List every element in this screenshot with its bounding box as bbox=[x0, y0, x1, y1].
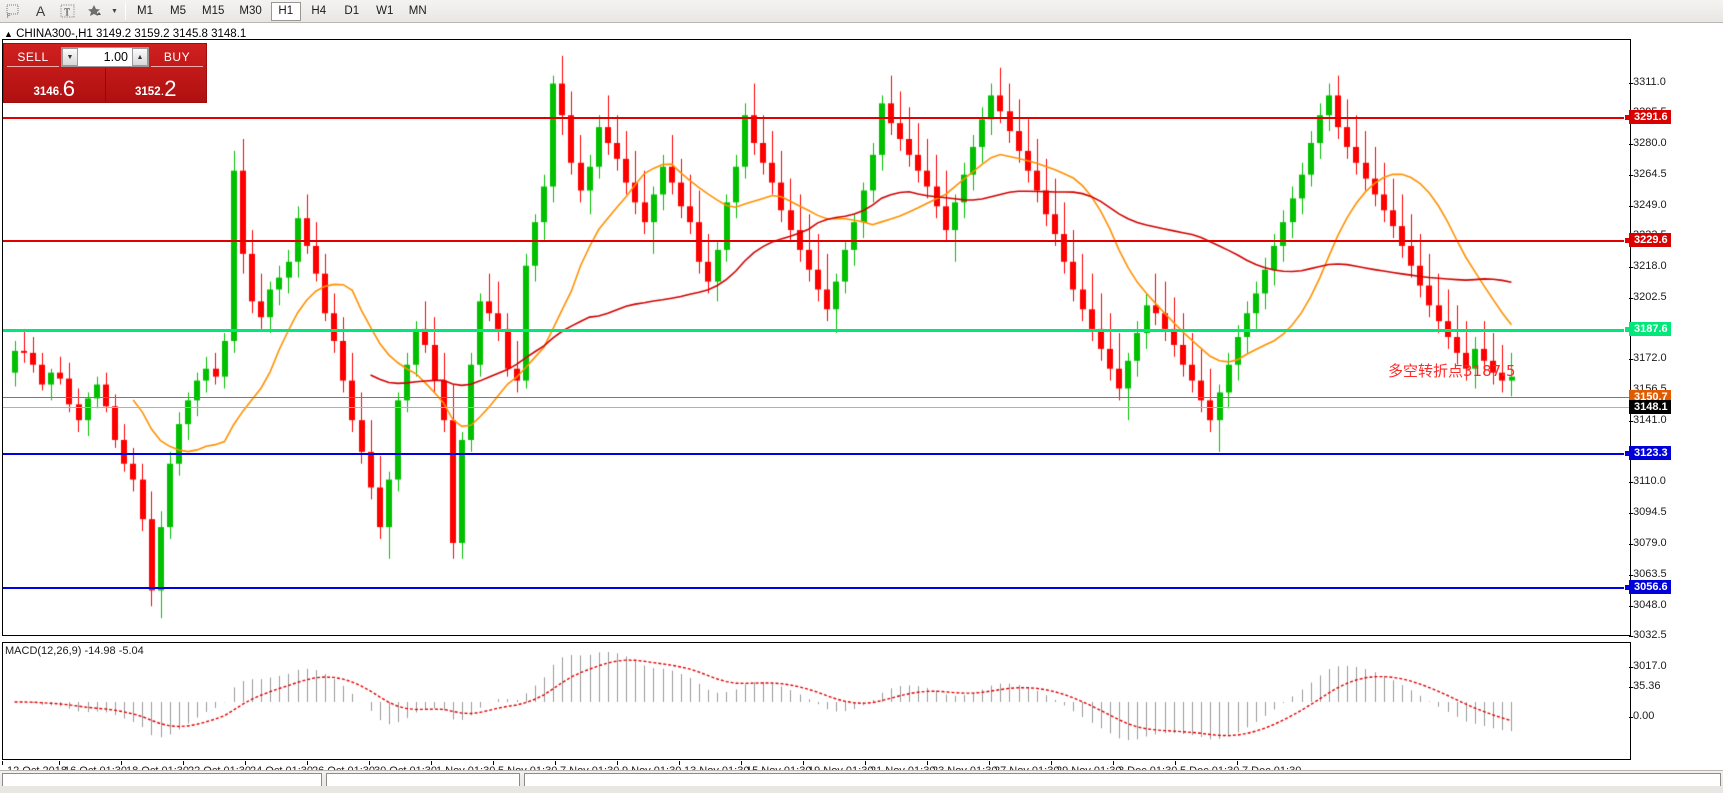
status-bar bbox=[0, 786, 1723, 793]
buy-price-integer: 3152 bbox=[135, 86, 161, 98]
timeframe-m15[interactable]: M15 bbox=[202, 5, 225, 17]
main-toolbar: F A T ▼ M1 M5 M15 M30 H1 H4 D1 W1 MN bbox=[0, 0, 1723, 23]
buy-price-separator: . bbox=[160, 83, 165, 98]
objects-icon[interactable] bbox=[81, 1, 108, 22]
price-tick: 3141.0 bbox=[1629, 414, 1667, 426]
sell-price-decimal: 6 bbox=[62, 76, 75, 101]
price-tick: 3063.5 bbox=[1629, 568, 1667, 580]
price-marker-green[interactable]: 3187.6 bbox=[1629, 322, 1671, 336]
price-tick: 3110.0 bbox=[1629, 475, 1666, 487]
price-tick: 3048.0 bbox=[1629, 599, 1667, 611]
toolbar-separator bbox=[125, 2, 126, 20]
price-marker-blue[interactable]: 3056.6 bbox=[1629, 580, 1671, 594]
timeframe-d1[interactable]: D1 bbox=[344, 5, 360, 17]
svg-text:F: F bbox=[7, 14, 11, 19]
timeframe-m30[interactable]: M30 bbox=[239, 5, 262, 17]
price-tick: 3249.0 bbox=[1629, 199, 1667, 211]
support-3056-line[interactable] bbox=[3, 587, 1631, 589]
resistance-3291-line[interactable] bbox=[3, 117, 1631, 119]
buy-price[interactable]: 3152 . 2 bbox=[106, 68, 207, 102]
price-tick: 3202.5 bbox=[1629, 291, 1667, 303]
objects-dropdown-caret-icon[interactable]: ▼ bbox=[108, 1, 121, 22]
chart-annotation[interactable]: 多空转折点3187.5 bbox=[1388, 362, 1516, 380]
timeframe-mn[interactable]: MN bbox=[408, 5, 427, 17]
sell-price[interactable]: 3146 . 6 bbox=[4, 68, 106, 102]
octp-controls-row: SELL ▼ 1.00 ▲ BUY bbox=[4, 44, 206, 68]
pivot-3187-line[interactable] bbox=[3, 329, 1631, 332]
macd-tick: 35.36 bbox=[1629, 680, 1661, 692]
price-tick: 3311.0 bbox=[1629, 76, 1666, 88]
price-tick: 3094.5 bbox=[1629, 506, 1667, 518]
timeframe-h4[interactable]: H4 bbox=[311, 5, 327, 17]
price-tick: 3079.0 bbox=[1629, 537, 1667, 549]
buy-button[interactable]: BUY bbox=[151, 48, 203, 67]
price-marker-blue[interactable]: 3123.3 bbox=[1629, 446, 1671, 460]
buy-price-decimal: 2 bbox=[164, 76, 177, 101]
volume-field[interactable]: ▼ 1.00 ▲ bbox=[61, 47, 149, 67]
text-box-icon[interactable]: T bbox=[54, 1, 81, 22]
one-click-trading-panel[interactable]: SELL ▼ 1.00 ▲ BUY 3146 . 6 3152 . 2 bbox=[3, 43, 207, 103]
price-tick: 3218.0 bbox=[1629, 260, 1667, 272]
svg-text:T: T bbox=[64, 7, 70, 18]
price-tick: 3172.0 bbox=[1629, 352, 1667, 364]
crosshair-icon[interactable]: F bbox=[0, 1, 27, 22]
volume-decrease-button[interactable]: ▼ bbox=[62, 48, 78, 66]
timeframe-w1[interactable]: W1 bbox=[376, 5, 394, 17]
chart-window[interactable]: ▲ CHINA300-,H1 3149.2 3159.2 3145.8 3148… bbox=[0, 24, 1723, 793]
sell-button[interactable]: SELL bbox=[7, 48, 59, 67]
price-tick: 3264.5 bbox=[1629, 168, 1667, 180]
macd-indicator-label: MACD(12,26,9) -14.98 -5.04 bbox=[5, 645, 144, 657]
orange-3150-line[interactable] bbox=[3, 397, 1631, 398]
price-marker-red[interactable]: 3291.6 bbox=[1629, 110, 1671, 124]
sell-price-integer: 3146 bbox=[33, 86, 60, 98]
sell-price-separator: . bbox=[59, 83, 63, 98]
timeframe-m1[interactable]: M1 bbox=[137, 5, 153, 17]
price-axis[interactable]: 3311.03295.53280.03264.53249.03233.53218… bbox=[1628, 39, 1723, 781]
price-tick: 3017.0 bbox=[1629, 660, 1667, 672]
price-marker-black[interactable]: 3148.1 bbox=[1629, 400, 1671, 414]
octp-prices-row: 3146 . 6 3152 . 2 bbox=[4, 68, 206, 102]
text-label-icon[interactable]: A bbox=[35, 3, 46, 19]
macd-tick: 0.00 bbox=[1628, 710, 1655, 722]
support-3123-line[interactable] bbox=[3, 453, 1631, 455]
price-tick: 3280.0 bbox=[1629, 137, 1667, 149]
volume-increase-button[interactable]: ▲ bbox=[132, 48, 148, 66]
timeframe-h1[interactable]: H1 bbox=[270, 1, 301, 21]
bid-3148-line[interactable] bbox=[3, 407, 1631, 408]
volume-input[interactable]: 1.00 bbox=[78, 48, 132, 66]
price-tick: 3032.5 bbox=[1629, 629, 1667, 641]
price-marker-red[interactable]: 3229.6 bbox=[1629, 233, 1671, 247]
caret-glyph: ▼ bbox=[111, 7, 118, 15]
timeframe-m5[interactable]: M5 bbox=[170, 5, 186, 17]
timeframe-group: M1 M5 M15 M30 H1 H4 D1 W1 MN bbox=[130, 1, 433, 21]
resistance-3229-line[interactable] bbox=[3, 240, 1631, 242]
